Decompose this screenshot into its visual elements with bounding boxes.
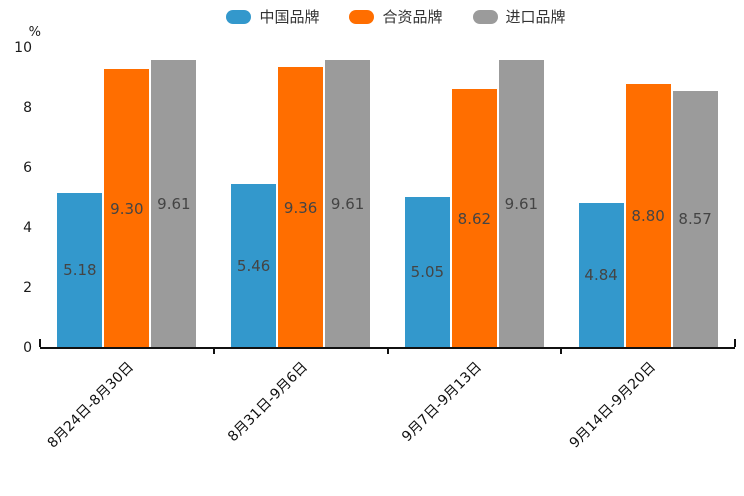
bar-合资品牌-0: 9.30	[104, 69, 150, 348]
y-axis-tick-label: 4	[23, 220, 32, 236]
legend-item-1[interactable]: 合资品牌	[349, 8, 443, 26]
x-axis-tick	[386, 349, 389, 354]
bar-value-label: 8.80	[631, 207, 665, 225]
bar-中国品牌-2: 5.05	[404, 196, 450, 348]
bar-合资品牌-1: 9.36	[278, 67, 324, 348]
x-axis-line	[40, 347, 735, 349]
x-axis-label-1: 8月31日-9月6日	[225, 359, 312, 446]
bar-value-label: 4.84	[584, 266, 618, 285]
bar-合资品牌-3: 8.80	[625, 84, 671, 348]
bar-value-label: 5.18	[63, 261, 97, 280]
bar-进口品牌-3: 8.57	[672, 90, 718, 348]
y-axis-unit-label: %	[28, 25, 41, 40]
legend-marker-icon	[472, 10, 498, 24]
bar-value-label: 8.57	[678, 210, 712, 229]
legend-marker-icon	[349, 10, 375, 24]
x-axis-tick	[560, 349, 563, 354]
bar-value-label: 9.61	[330, 194, 365, 213]
legend: 中国品牌 合资品牌 进口品牌	[24, 8, 744, 26]
bar-value-label: 9.36	[283, 198, 318, 217]
bar-value-label: 8.62	[457, 209, 492, 228]
bar-value-label: 9.61	[504, 194, 539, 213]
x-axis-tick	[734, 339, 736, 347]
x-axis-label-2: 9月7日-9月13日	[398, 359, 485, 446]
bar-合资品牌-2: 8.62	[451, 89, 497, 348]
bar-value-label: 9.30	[110, 199, 144, 218]
legend-label: 进口品牌	[505, 8, 566, 26]
x-axis-tick	[212, 349, 215, 354]
y-axis-tick-label: 8	[23, 100, 32, 116]
legend-label: 中国品牌	[259, 8, 320, 26]
y-axis-tick-label: 0	[23, 340, 32, 356]
legend-label: 合资品牌	[382, 8, 443, 26]
bar-中国品牌-1: 5.46	[231, 184, 277, 348]
y-axis-tick-label: 2	[23, 280, 32, 296]
bar-中国品牌-3: 4.84	[578, 202, 624, 348]
y-axis-tick-label: 10	[14, 40, 32, 56]
legend-marker-icon	[226, 10, 252, 24]
bar-进口品牌-0: 9.61	[151, 59, 197, 348]
x-axis-label-0: 8月24日-8月30日	[45, 359, 138, 452]
x-axis-tick	[39, 339, 41, 347]
bar-value-label: 5.46	[236, 257, 271, 276]
bar-value-label: 5.05	[410, 263, 445, 282]
x-axis-label-3: 9月14日-9月20日	[566, 359, 659, 452]
bar-中国品牌-0: 5.18	[57, 192, 103, 348]
bar-value-label: 9.61	[157, 194, 191, 213]
legend-item-0[interactable]: 中国品牌	[226, 8, 319, 26]
bar-进口品牌-1: 9.61	[325, 59, 371, 348]
bar-进口品牌-2: 9.61	[498, 59, 544, 348]
legend-item-2[interactable]: 进口品牌	[472, 8, 566, 26]
y-axis-tick-label: 6	[23, 160, 32, 176]
